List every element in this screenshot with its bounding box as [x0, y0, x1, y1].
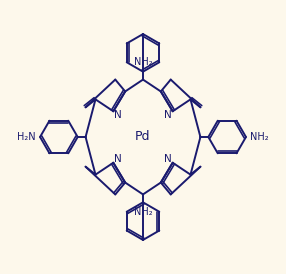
Text: N: N [164, 110, 172, 120]
Text: N: N [114, 154, 122, 164]
Text: NH₂: NH₂ [250, 132, 269, 142]
Text: NH₂: NH₂ [134, 207, 152, 217]
Text: Pd: Pd [135, 130, 151, 144]
Text: NH₂: NH₂ [134, 57, 152, 67]
Text: N: N [114, 110, 122, 120]
Text: H₂N: H₂N [17, 132, 36, 142]
Text: N: N [164, 154, 172, 164]
